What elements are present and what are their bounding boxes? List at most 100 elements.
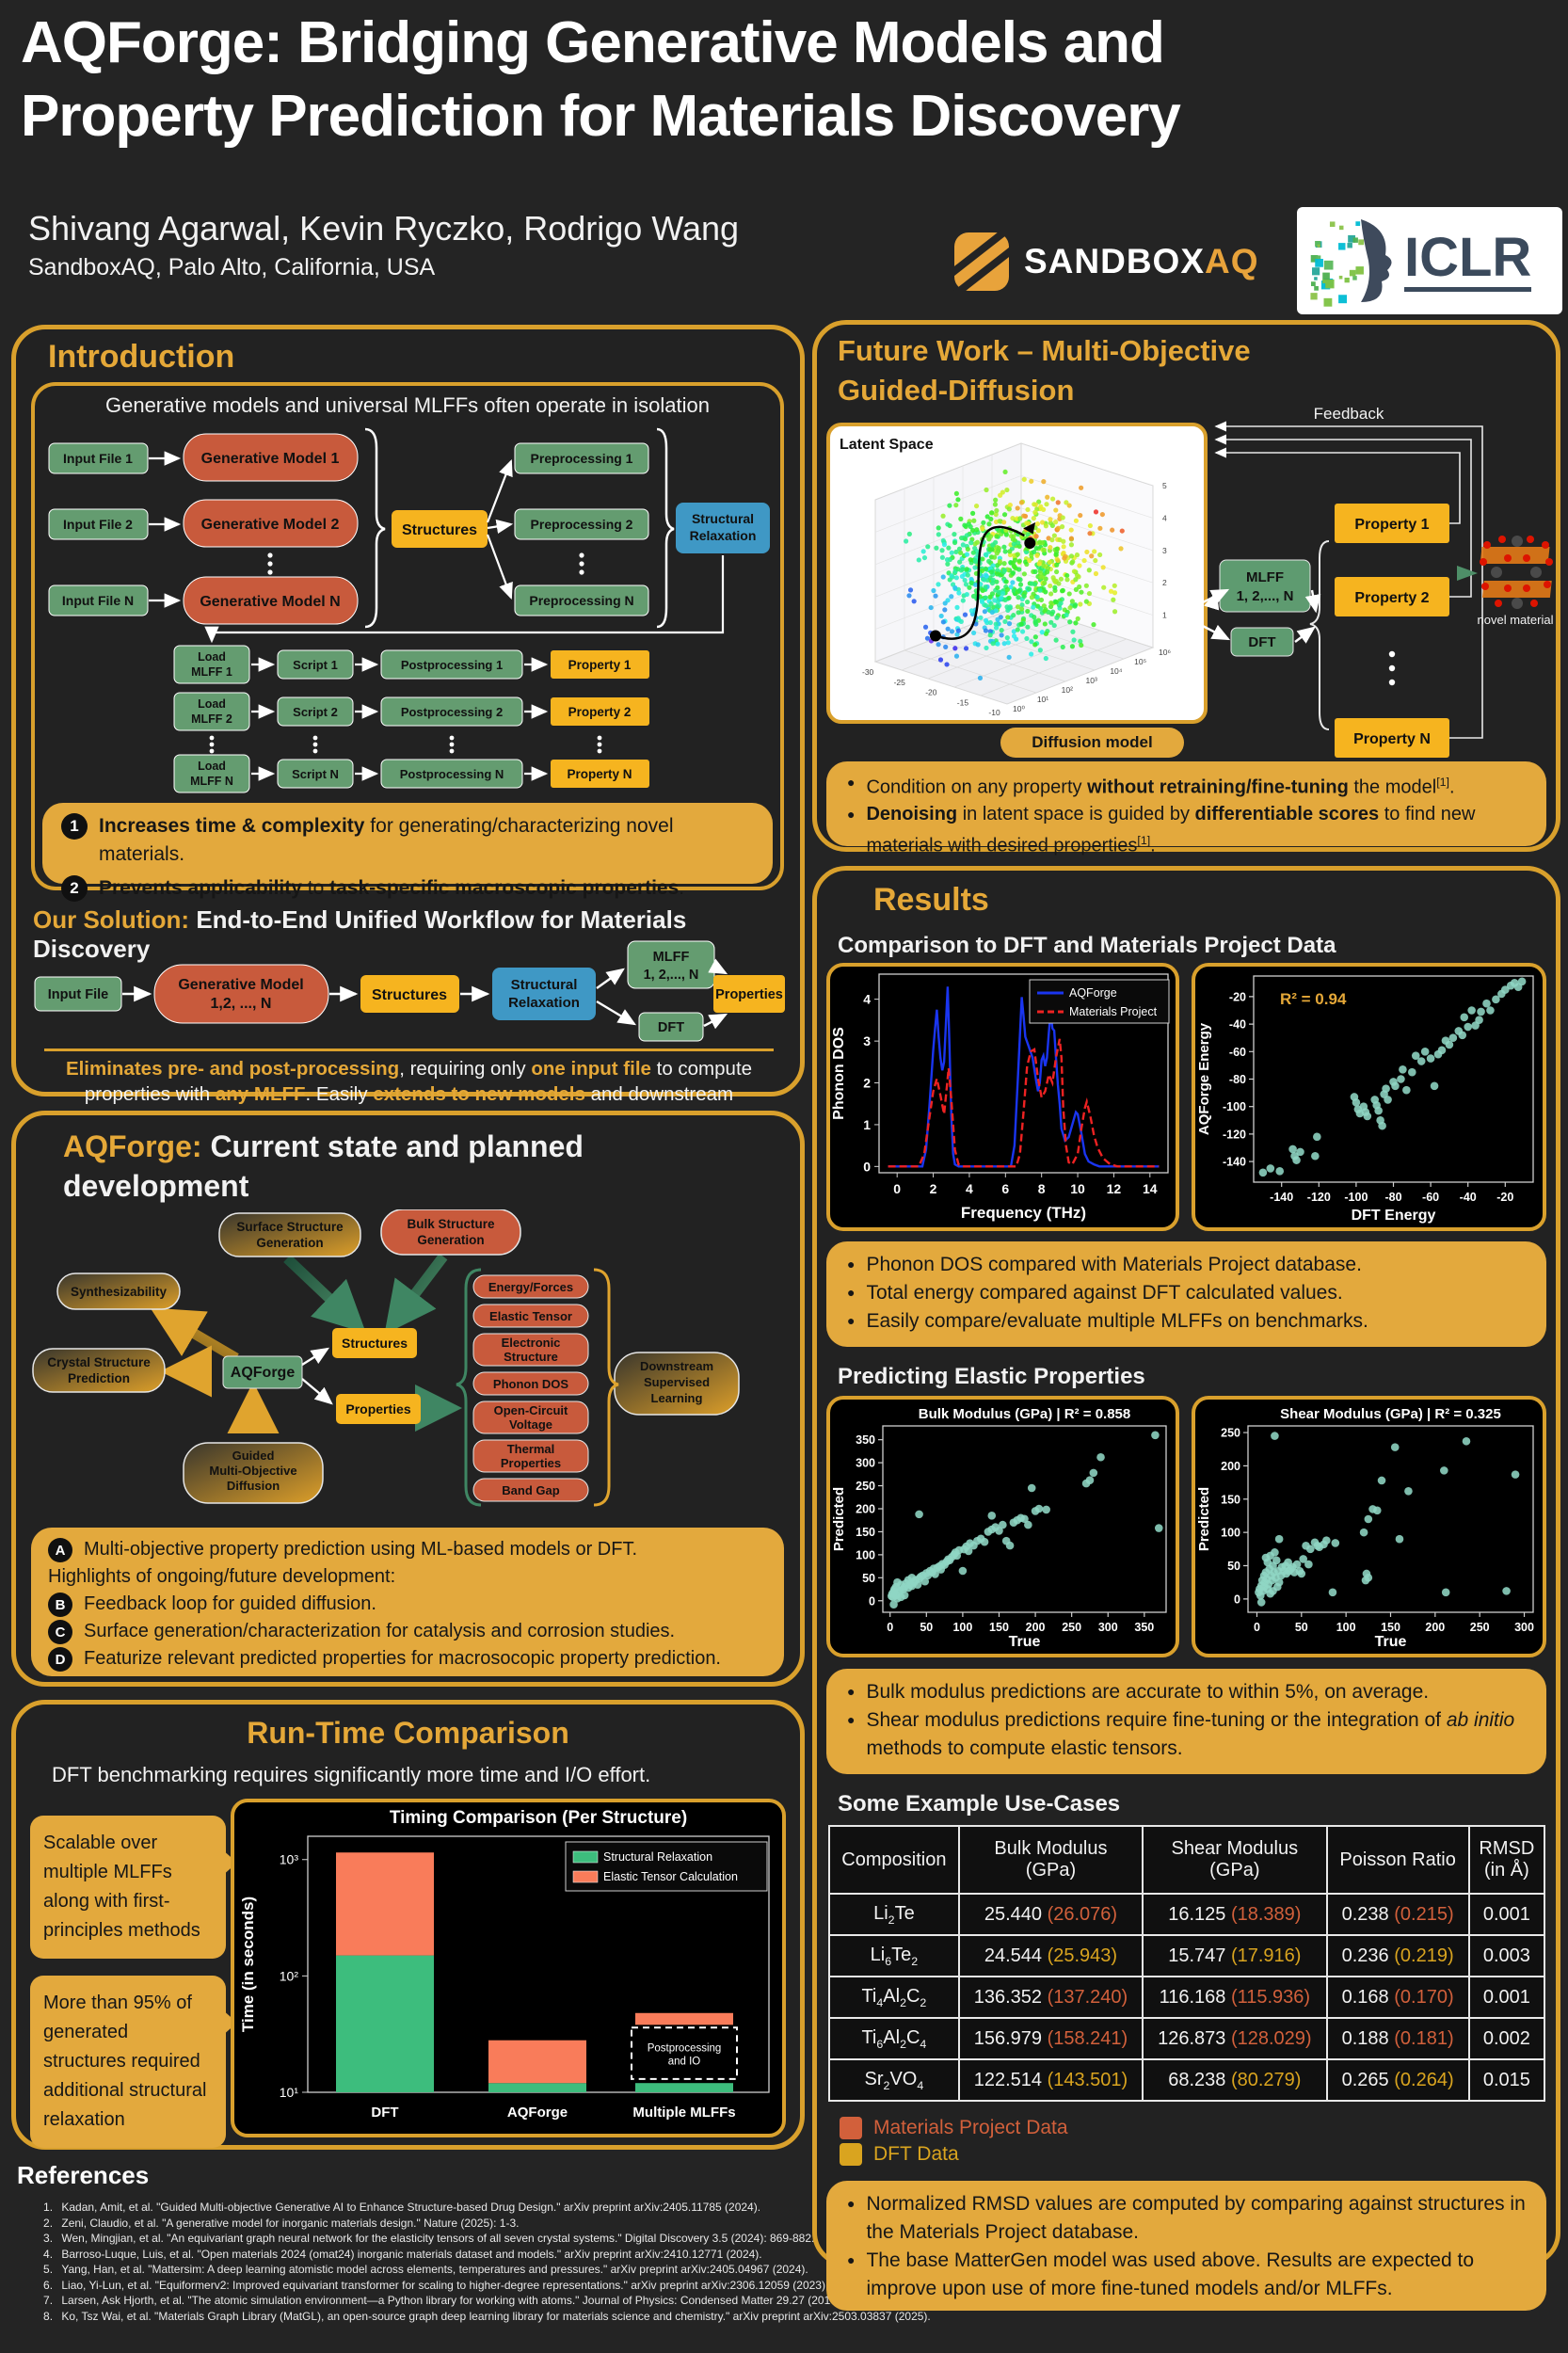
svg-text:Downstream: Downstream (640, 1359, 713, 1373)
aqforge-title: AQForge: Current state and planned devel… (63, 1129, 584, 1203)
table-row: Li6Te2 24.544 (25.943) 15.747 (17.916) 0.23… (828, 1934, 1546, 1977)
svg-text:1,2, ..., N: 1,2, ..., N (211, 996, 272, 1012)
svg-text:10⁴: 10⁴ (1110, 666, 1122, 676)
svg-text:-20: -20 (1229, 990, 1246, 1003)
svg-text:Input File N: Input File N (62, 593, 134, 608)
svg-text:Energy/Forces: Energy/Forces (488, 1280, 573, 1294)
svg-text:Phonon DOS: Phonon DOS (831, 1027, 847, 1120)
svg-text:and IO: and IO (668, 2057, 701, 2068)
aqforge-core-node (222, 1355, 303, 1389)
results-bullets1-box: ● Phonon DOS compared with Materials Pro… (826, 1241, 1546, 1347)
results-sub1: Comparison to DFT and Materials Project … (838, 933, 1336, 958)
aqforge-architecture-diagram: Surface Structure Generation Bulk Struct… (32, 1209, 740, 1507)
sandboxaq-logo: SANDBOXAQ (952, 230, 1259, 294)
diffusion-model-badge: Diffusion model (1000, 728, 1184, 758)
crystal-structure-prediction-node (32, 1348, 166, 1393)
results-sub3: Some Example Use-Cases (838, 1791, 1121, 1817)
bullet-icon: ● (847, 1285, 856, 1300)
brace-properties-green (456, 1268, 482, 1507)
aqforge-arrows (150, 1253, 462, 1439)
svg-text:Property 2: Property 2 (568, 705, 632, 719)
svg-text:10²: 10² (1062, 685, 1073, 695)
generative-model-2-node (183, 499, 359, 548)
svg-text:-140: -140 (1223, 1156, 1246, 1169)
svg-text:200: 200 (1221, 1460, 1240, 1473)
vertical-ellipsis-icon (579, 552, 584, 575)
svg-text:2: 2 (863, 1075, 871, 1090)
shear-modulus-card: Shear Modulus (GPa) | R² = 0.325 0 50 100 15… (1192, 1396, 1546, 1657)
svg-text:Generation: Generation (417, 1233, 484, 1247)
postprocessing-2-node (380, 696, 523, 727)
svg-text:Input File: Input File (48, 987, 108, 1002)
reference-item: Ko, Tsz Wai, et al. "Materials Graph Lib… (61, 2309, 931, 2323)
item-b-text: Feedback loop for guided diffusion. (84, 1593, 376, 1614)
reference-item: Zeni, Claudio, et al. "A generative mode… (61, 2216, 520, 2230)
svg-text:10¹: 10¹ (1037, 695, 1048, 704)
svg-text:Structures: Structures (402, 522, 477, 538)
svg-text:Preprocessing N: Preprocessing N (529, 593, 633, 608)
svg-text:Input File 1: Input File 1 (63, 451, 133, 466)
svg-text:Shear Modulus (GPa) | R² = 0.3: Shear Modulus (GPa) | R² = 0.325 (1280, 1406, 1501, 1422)
solution-heading: Our Solution: End-to-End Unified Workflo… (33, 905, 687, 963)
svg-text:1, 2,..., N: 1, 2,..., N (644, 968, 699, 983)
svg-text:150: 150 (989, 1621, 1009, 1634)
svg-text:Synthesizability: Synthesizability (71, 1285, 168, 1299)
reference-item: Wen, Mingjian, et al. "An equivariant gr… (61, 2232, 815, 2245)
vertical-ellipsis-icon (267, 552, 273, 575)
svg-text:Script 1: Script 1 (293, 658, 338, 672)
svg-text:10⁵: 10⁵ (1134, 657, 1146, 666)
item-a-badge: A (48, 1538, 72, 1562)
references-section: References Kadan, Amit, et al. "Guided M… (17, 2161, 1560, 2324)
results-bullet-2a: Bulk modulus predictions are accurate to… (866, 1681, 1430, 1703)
svg-text:10⁶: 10⁶ (1159, 648, 1171, 657)
svg-text:MLFF N: MLFF N (190, 775, 233, 788)
materials-project-legend-label: Materials Project Data (873, 2117, 1068, 2138)
load-mlff-n-node (173, 754, 250, 793)
solution-arrows (122, 958, 728, 1030)
results-bullets3-box: ● Normalized RMSD values are computed by… (826, 2181, 1546, 2311)
input-file-2-node (48, 508, 149, 540)
svg-text:250: 250 (856, 1480, 875, 1493)
iclr-logo: ICLR (1297, 207, 1562, 314)
input-file-1-node (48, 442, 149, 474)
iclr-face-icon (1310, 219, 1392, 307)
svg-text:0: 0 (869, 1594, 875, 1608)
solution-workflow-diagram: Input File Generative Model 1,2, ..., N … (34, 940, 785, 1042)
bullet-icon: ● (847, 2252, 856, 2267)
property-item-node (472, 1304, 589, 1328)
reference-item: Liao, Yi-Lun, et al. "Equiformerv2: Impr… (61, 2278, 829, 2292)
svg-text:Learning: Learning (651, 1391, 703, 1405)
reference-item: Barroso-Luque, Luis, et al. "Open materi… (61, 2247, 762, 2261)
table-row: Sr2VO4 122.514 (143.501) 68.238 (80.279) 0.… (828, 2058, 1546, 2102)
svg-text:-40: -40 (1460, 1191, 1477, 1204)
property-n-node (551, 760, 649, 788)
svg-text:100: 100 (1221, 1527, 1240, 1540)
svg-text:3: 3 (1162, 546, 1167, 555)
svg-text:Generation: Generation (256, 1236, 323, 1250)
structural-relaxation-node (676, 503, 770, 553)
load-mlff-1-node (173, 645, 250, 684)
svg-text:MLFF: MLFF (653, 950, 690, 965)
property-2-node (551, 697, 649, 726)
svg-text:1, 2,..., N: 1, 2,..., N (1237, 588, 1294, 604)
dft-data-legend-label: DFT Data (873, 2143, 959, 2165)
solution-structures-node (360, 975, 459, 1013)
runtime-callout-scalable: Scalable over multiple MLFFs along with … (30, 1816, 237, 1959)
svg-text:AQForge: AQForge (231, 1365, 296, 1381)
svg-text:Phonon DOS: Phonon DOS (493, 1377, 568, 1391)
svg-text:-25: -25 (894, 678, 906, 687)
preprocessing-2-node (514, 508, 649, 540)
brace-properties-gold (593, 1268, 619, 1507)
future-flow-arrows (1192, 588, 1321, 644)
svg-text:Electronic: Electronic (502, 1336, 561, 1350)
svg-text:10²: 10² (280, 1968, 299, 1983)
workflow-arrows-stage2 (251, 657, 549, 781)
svg-text:4: 4 (966, 1181, 973, 1196)
poster-title-line1: AQForge: Bridging Generative Models and (21, 10, 1165, 75)
references-list: Kadan, Amit, et al. "Guided Multi-object… (43, 2200, 1560, 2324)
future-bullets-box: ● Condition on any property without retr… (826, 761, 1546, 856)
svg-text:Property 1: Property 1 (568, 658, 632, 672)
svg-text:-10: -10 (988, 708, 1000, 717)
table-row: Ti6Al2C4 156.979 (158.241) 126.873 (128.02… (828, 2017, 1546, 2060)
